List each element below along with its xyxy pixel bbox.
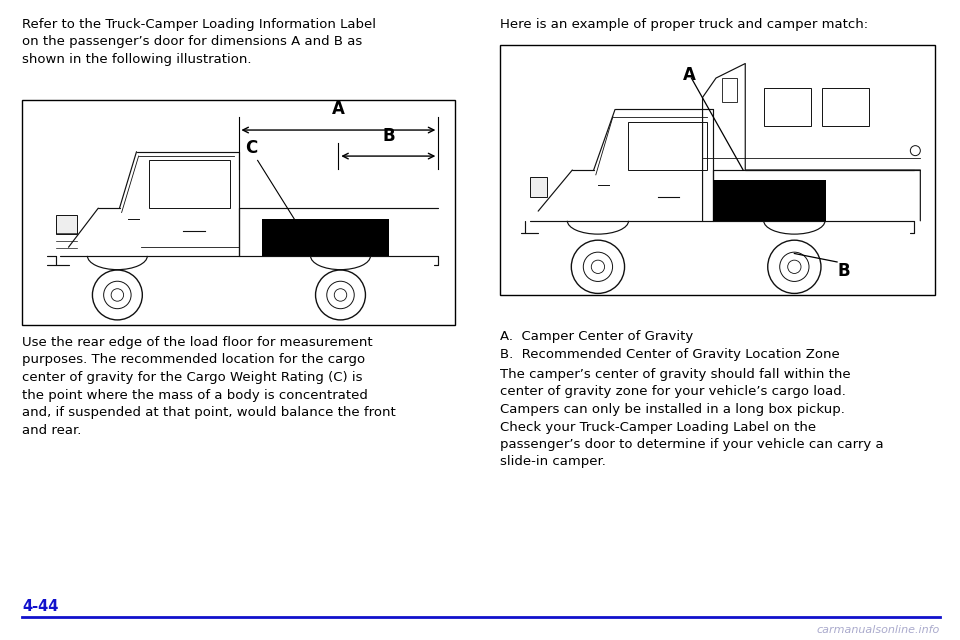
- Text: Here is an example of proper truck and camper match:: Here is an example of proper truck and c…: [500, 18, 868, 31]
- Text: B: B: [382, 127, 395, 145]
- Bar: [822, 88, 869, 127]
- Bar: [56, 214, 77, 234]
- Bar: [628, 122, 707, 170]
- Text: A: A: [684, 66, 696, 84]
- Text: C: C: [245, 139, 257, 157]
- Text: A.  Camper Center of Gravity: A. Camper Center of Gravity: [500, 330, 693, 343]
- Bar: [722, 78, 736, 102]
- Bar: [22, 100, 455, 325]
- Text: Use the rear edge of the load floor for measurement
purposes. The recommended lo: Use the rear edge of the load floor for …: [22, 336, 396, 436]
- Bar: [530, 177, 546, 196]
- Text: carmanualsonline.info: carmanualsonline.info: [817, 625, 940, 635]
- Text: B.  Recommended Center of Gravity Location Zone: B. Recommended Center of Gravity Locatio…: [500, 348, 840, 361]
- Text: The camper’s center of gravity should fall within the
center of gravity zone for: The camper’s center of gravity should fa…: [500, 368, 883, 468]
- Bar: [764, 88, 811, 127]
- Bar: [262, 219, 390, 256]
- Text: A: A: [332, 100, 345, 118]
- Text: B: B: [837, 262, 850, 280]
- Bar: [500, 45, 935, 295]
- Text: Refer to the Truck-Camper Loading Information Label
on the passenger’s door for : Refer to the Truck-Camper Loading Inform…: [22, 18, 376, 66]
- Bar: [713, 180, 827, 221]
- Bar: [149, 161, 230, 208]
- Text: 4-44: 4-44: [22, 599, 59, 614]
